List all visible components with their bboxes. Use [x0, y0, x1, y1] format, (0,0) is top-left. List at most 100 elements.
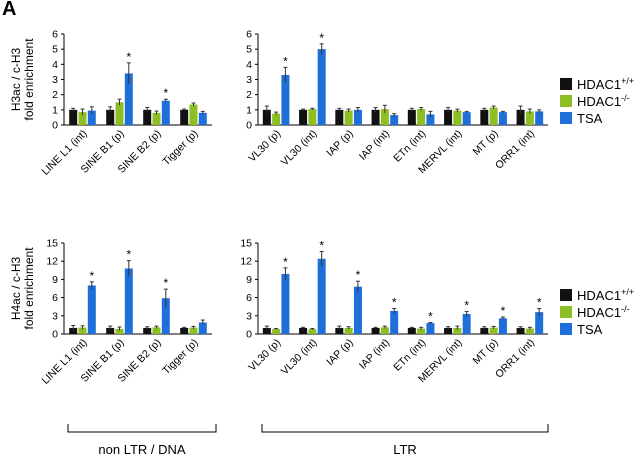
legend-swatch	[560, 78, 572, 90]
y-tick-label: 2	[246, 89, 252, 101]
y-tick-label: 0	[246, 120, 252, 132]
legend-swatch	[560, 95, 572, 107]
bar	[444, 327, 453, 334]
group-bracket-ltr: LTR	[261, 424, 549, 457]
y-tick-label: 12	[240, 256, 252, 268]
bar	[407, 327, 416, 334]
significance-mark: *	[392, 296, 397, 310]
legend-label: TSA	[577, 111, 603, 126]
bar	[426, 114, 435, 125]
x-tick-label: MT (p)	[471, 337, 501, 367]
significance-mark: *	[464, 299, 469, 313]
y-tick-label: 12	[46, 256, 58, 268]
significance-mark: *	[163, 276, 168, 290]
y-tick-label: 0	[52, 329, 58, 341]
x-tick-label: Tigger (p)	[160, 128, 200, 168]
significance-mark: *	[163, 86, 168, 100]
bar	[498, 318, 507, 334]
bar	[489, 107, 498, 125]
y-tick-label: 3	[246, 74, 252, 86]
y-tick-label: 9	[52, 274, 58, 286]
significance-mark: *	[89, 269, 94, 283]
y-axis-label: H3ac / c-H3	[9, 48, 23, 112]
bar	[344, 110, 353, 125]
bar	[69, 327, 78, 334]
chart-top-right: 0 1 2 3 4 5 6 * VL30 (p) * VL30 (int) IAP (p) IAP (i…	[246, 29, 548, 176]
bar	[161, 298, 170, 334]
x-tick-label: VL30 (int)	[279, 337, 320, 378]
bar	[106, 109, 115, 125]
y-axis-label: H4ac / c-H3	[9, 257, 23, 321]
bar	[390, 115, 399, 125]
bar	[180, 109, 189, 125]
y-tick-label: 3	[246, 310, 252, 322]
bar	[180, 327, 189, 334]
bar	[152, 327, 161, 334]
y-tick-label: 6	[246, 292, 252, 304]
bar	[299, 327, 308, 334]
y-tick-label: 1	[52, 104, 58, 116]
significance-mark: *	[537, 296, 542, 310]
bar	[516, 327, 525, 334]
bar	[272, 113, 281, 125]
bar	[87, 285, 96, 334]
significance-mark: *	[126, 50, 131, 64]
y-tick-label: 6	[52, 292, 58, 304]
x-tick-label: MT (p)	[471, 128, 501, 158]
bar	[462, 112, 471, 125]
bar	[262, 327, 271, 334]
bar	[462, 313, 471, 334]
bar	[480, 327, 489, 334]
group-bracket-line	[67, 424, 217, 433]
x-tick-label: ORR1 (int)	[493, 337, 537, 381]
legend-label: HDAC1+/+	[577, 287, 634, 303]
x-tick-label: ETn (int)	[391, 128, 428, 165]
bar	[124, 73, 133, 125]
y-tick-label: 0	[246, 329, 252, 341]
x-tick-label: VL30 (int)	[279, 128, 320, 169]
bar	[417, 109, 426, 125]
bar	[480, 109, 489, 125]
bar	[308, 109, 317, 125]
bar	[262, 109, 271, 125]
bar	[535, 312, 544, 334]
bar	[115, 102, 124, 125]
x-tick-label: IAP (p)	[324, 128, 355, 159]
x-tick-label: ORR1 (int)	[493, 128, 537, 172]
x-tick-label: Tigger (p)	[160, 337, 200, 377]
bar	[335, 109, 344, 125]
legend-label: HDAC1+/+	[577, 76, 634, 92]
y-tick-label: 15	[240, 238, 252, 250]
bar	[308, 329, 317, 334]
chart-bottom-right: 0 3 6 9 12 15 * VL30 (p) * VL30 (int) * IAP (p) * IAP…	[240, 238, 548, 385]
bar	[124, 268, 133, 334]
legend-label: TSA	[577, 322, 603, 337]
group-label: non LTR / DNA	[98, 442, 186, 457]
x-tick-label: ETn (int)	[391, 337, 428, 374]
bar	[152, 112, 161, 125]
bar	[317, 49, 326, 125]
bar	[380, 327, 389, 334]
legend-swatch	[560, 289, 572, 301]
significance-mark: *	[126, 248, 131, 262]
bar	[281, 74, 290, 125]
bar	[525, 328, 534, 334]
y-tick-label: 6	[52, 29, 58, 41]
bar	[69, 109, 78, 125]
y-tick-label: 2	[52, 89, 58, 101]
bar	[390, 310, 399, 334]
bar	[535, 111, 544, 125]
bar	[453, 327, 462, 334]
bar	[161, 100, 170, 125]
x-tick-label: IAP (int)	[357, 128, 392, 163]
y-tick-label: 3	[52, 74, 58, 86]
y-tick-label: 4	[246, 59, 252, 71]
bar	[453, 110, 462, 125]
significance-mark: *	[319, 31, 324, 45]
y-tick-label: 5	[52, 44, 58, 56]
legend-swatch	[560, 306, 572, 318]
bar	[489, 327, 498, 334]
legend-label: HDAC1-/-	[577, 93, 630, 109]
legend: HDAC1+/+HDAC1-/- TSA	[560, 76, 634, 126]
